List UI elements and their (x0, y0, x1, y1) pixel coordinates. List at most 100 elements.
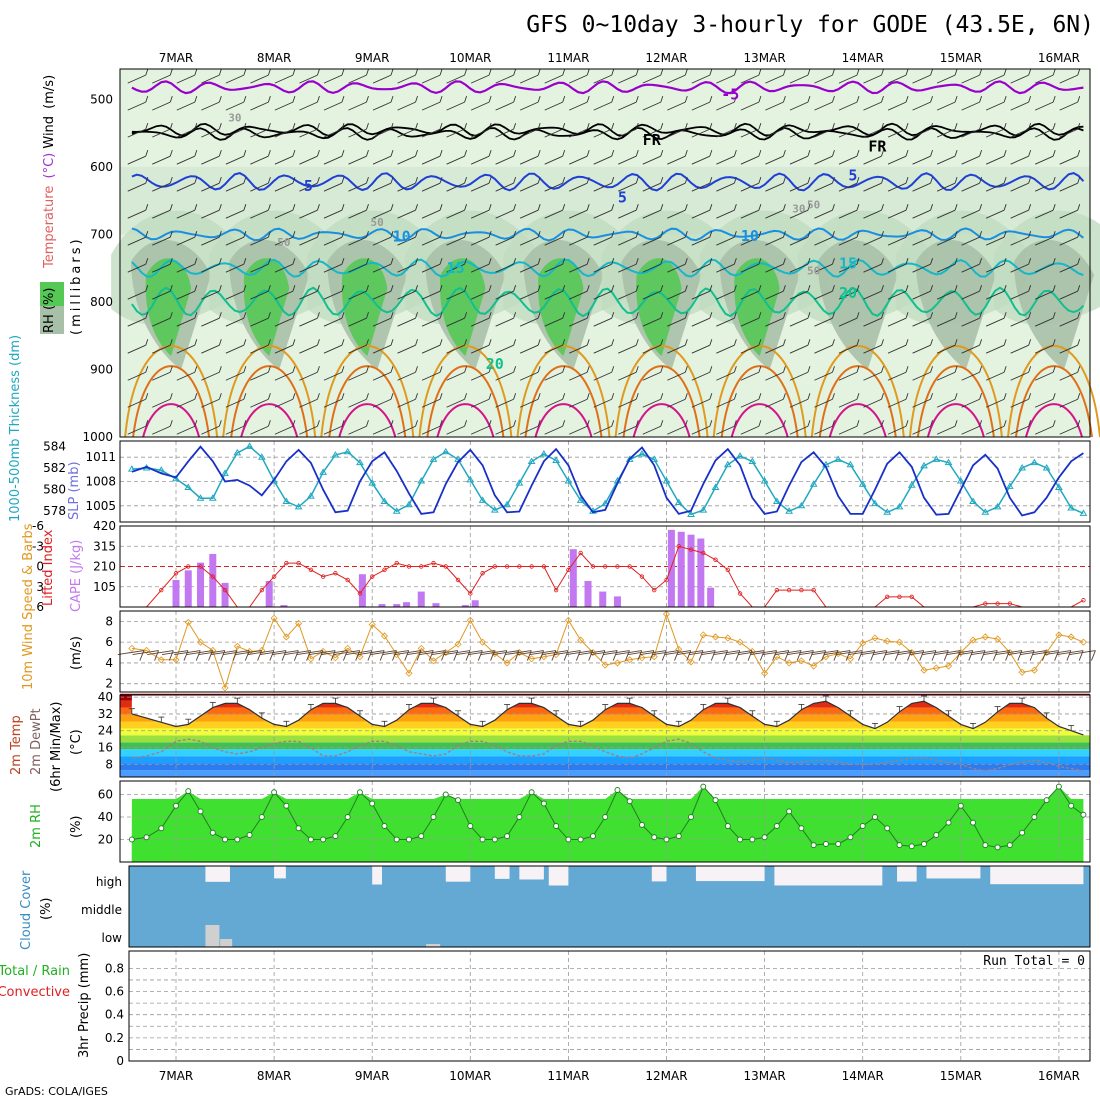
rh2m-axis: 204060 (98, 788, 113, 847)
rh2m-fill (132, 787, 1084, 862)
precip-tick: 0.4 (105, 1008, 124, 1022)
wind10m-barb (118, 651, 144, 655)
rh2m-marker (799, 826, 804, 831)
rh2m-marker (308, 837, 313, 842)
temp-ylabel-temp: 2m Temp (9, 715, 24, 775)
cloud-level-label: high (96, 875, 122, 889)
wind10m-barb (971, 651, 997, 655)
wind10m-barb (984, 651, 1010, 655)
cloud-panel: highmiddlelow Cloud Cover (%) (19, 866, 1090, 950)
cape-tick: 105 (93, 580, 116, 594)
dewpt-ylabel: 2m DewPt (29, 708, 44, 775)
rh2m-tick: 40 (98, 810, 113, 824)
cape-bar (678, 532, 685, 607)
rh2m-marker (689, 815, 694, 820)
wind10m-barb-flag (368, 651, 372, 661)
rh2m-marker (860, 824, 865, 829)
rh2m-marker (159, 826, 164, 831)
wind10m-barb-flag (169, 651, 173, 661)
wind10m-barb (162, 651, 188, 655)
contour-label: 10 (741, 227, 759, 245)
x-tick-bottom: 10MAR (449, 1069, 491, 1083)
rh2m-marker (983, 843, 988, 848)
thickness-tick: 582 (43, 461, 66, 475)
rh2m-marker (934, 833, 939, 838)
rh2m-marker (1007, 843, 1012, 848)
contour-label: 5 (304, 177, 313, 195)
wind-tick: 2 (105, 677, 113, 691)
cape-bar (688, 535, 695, 607)
wind10m-barb (199, 651, 225, 655)
wind10m-barb-flag (1067, 651, 1071, 661)
rh2m-marker (725, 824, 730, 829)
temp2m-panel: 816243240 2m Temp 2m DewPt (6hr Min/Max)… (9, 690, 1090, 792)
wind10m-barb-flag (895, 651, 899, 661)
wind10m-barb-flag (993, 651, 997, 661)
rh2m-marker (505, 834, 510, 839)
contour-label: 30 (228, 111, 241, 124)
wind10m-barb-flag (1079, 651, 1083, 661)
rh2m-marker (1044, 798, 1049, 803)
wind10m-barb (702, 651, 728, 655)
cloud-gap (652, 866, 667, 881)
x-tick-top: 14MAR (842, 51, 884, 65)
thickness-ylabel: 1000-500mb Thickness (dm) (8, 335, 23, 522)
rh2m-marker (738, 837, 743, 842)
cloud-levels: highmiddlelow (81, 875, 122, 945)
rh2m-marker (554, 824, 559, 829)
rh2m-marker (811, 843, 816, 848)
rh2m-marker (357, 790, 362, 795)
wind10m-barb (726, 651, 752, 655)
low-cloud-gap (220, 939, 232, 947)
wind10m-barb (787, 651, 813, 655)
x-tick-bottom: 13MAR (744, 1069, 786, 1083)
precip-grid (129, 951, 1090, 1061)
wind10m-barb-flag (564, 651, 568, 661)
slp-tick: 1008 (85, 475, 116, 489)
contour-label: 5 (618, 188, 627, 206)
li-marker (1082, 598, 1086, 602)
rh2m-marker (144, 835, 149, 840)
wind10m-barb (469, 651, 495, 655)
rh2m-marker (456, 798, 461, 803)
cape-tick: 420 (93, 519, 116, 533)
wind10m-barb (849, 651, 875, 655)
temp-tick: 16 (98, 741, 113, 755)
rh2m-marker (443, 792, 448, 797)
cape-tick: 315 (93, 539, 116, 553)
cloud-gap (205, 866, 230, 882)
wind10m-barb-flag (184, 651, 188, 661)
wind10m-barb-flag (969, 651, 973, 661)
rh2m-tick: 20 (98, 833, 113, 847)
temp-yunit: (°C) (69, 729, 84, 755)
wind10m-barb-flag (920, 651, 924, 661)
grads-footer: GrADS: COLA/IGES (5, 1085, 108, 1098)
cape-bars (173, 530, 715, 607)
rh2m-marker (529, 790, 534, 795)
wind-axis: 2468 (105, 614, 113, 690)
upper-air-ylabel-wind-unit: (m/s) (42, 75, 57, 109)
cloud-gap (446, 866, 471, 882)
wind10m-barb (285, 651, 311, 655)
pressure-tick: 600 (90, 160, 113, 174)
cape-bar (614, 596, 621, 607)
temp-band (120, 721, 1090, 728)
contour-label: 20 (486, 355, 504, 373)
wind10m-barb-flag (981, 651, 985, 661)
cape-bar (668, 530, 675, 607)
wind10m-barb (653, 651, 679, 655)
cape-bar (185, 570, 192, 607)
rh2m-marker (995, 845, 1000, 850)
upper-air-panel: -5FR FR55510 1015 15202030505030 5050 500600… (40, 69, 1100, 444)
rh-fill (111, 69, 1100, 437)
rh2m-marker (774, 824, 779, 829)
wind10m-barb-flag (270, 651, 274, 661)
contour-label: 30 (792, 202, 805, 215)
wind10m-barb-flag (724, 651, 728, 661)
x-tick-top: 16MAR (1038, 51, 1080, 65)
temp-band (120, 749, 1090, 756)
cloud-fill (129, 866, 1090, 947)
rh2m-marker (370, 801, 375, 806)
wind10m-barb (147, 651, 173, 655)
precip-axis: 00.20.40.60.8 (105, 961, 124, 1068)
